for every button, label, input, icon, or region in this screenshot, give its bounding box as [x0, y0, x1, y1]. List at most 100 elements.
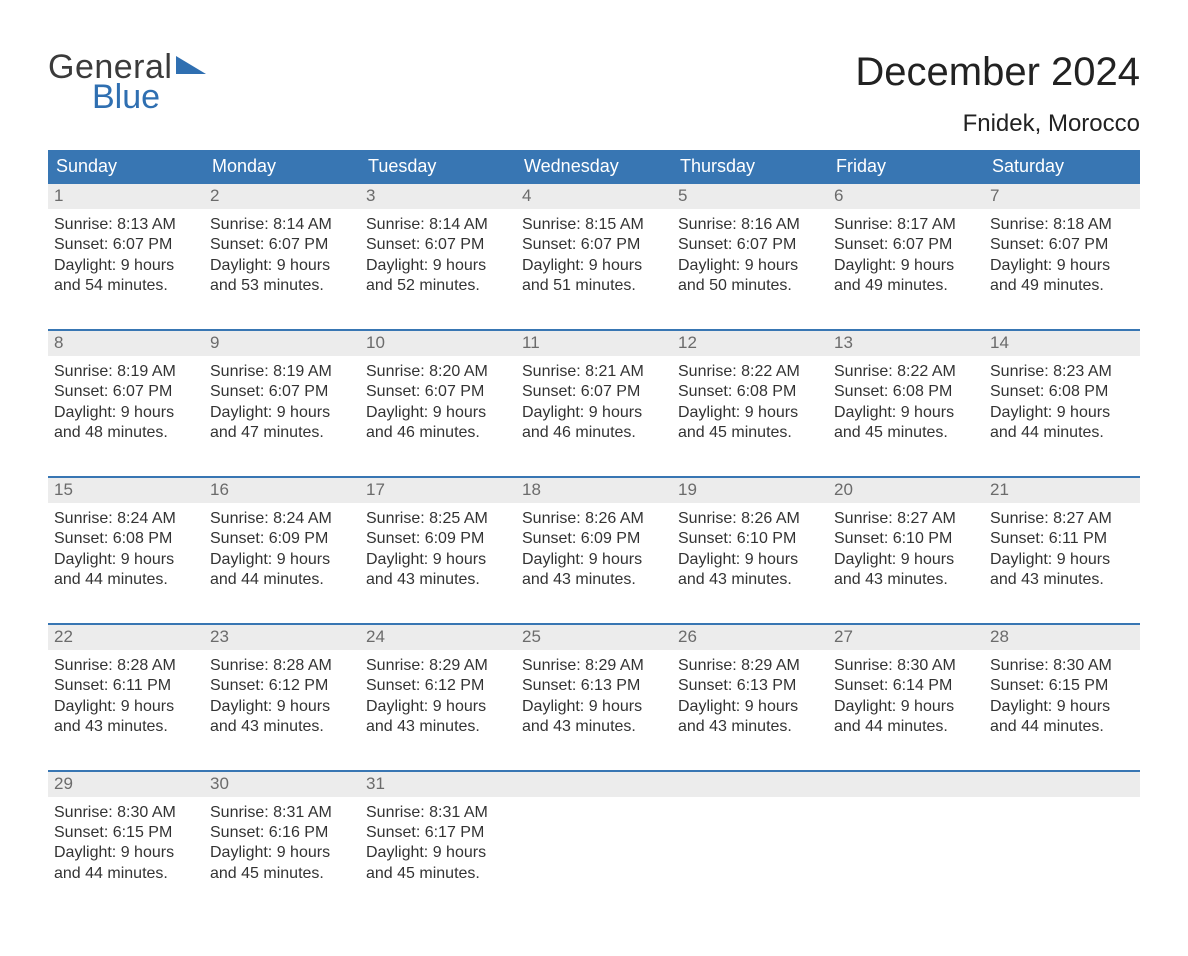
sunrise-line: Sunrise: 8:26 AM	[522, 509, 666, 529]
day-cell: 14Sunrise: 8:23 AMSunset: 6:08 PMDayligh…	[984, 331, 1140, 448]
daylight-line: Daylight: 9 hours and 43 minutes.	[678, 550, 822, 591]
sunrise-line: Sunrise: 8:30 AM	[990, 656, 1134, 676]
sunset-line: Sunset: 6:13 PM	[678, 676, 822, 696]
day-cell: 2Sunrise: 8:14 AMSunset: 6:07 PMDaylight…	[204, 184, 360, 301]
day-body: Sunrise: 8:26 AMSunset: 6:10 PMDaylight:…	[672, 503, 828, 595]
daylight-line: Daylight: 9 hours and 44 minutes.	[834, 697, 978, 738]
sunrise-line: Sunrise: 8:29 AM	[522, 656, 666, 676]
sunset-line: Sunset: 6:07 PM	[210, 235, 354, 255]
month-title: December 2024	[855, 50, 1140, 94]
day-number: 22	[48, 625, 204, 650]
brand-logo: General Blue	[48, 50, 206, 114]
sunrise-line: Sunrise: 8:22 AM	[678, 362, 822, 382]
sunrise-line: Sunrise: 8:21 AM	[522, 362, 666, 382]
day-cell: 19Sunrise: 8:26 AMSunset: 6:10 PMDayligh…	[672, 478, 828, 595]
daylight-line: Daylight: 9 hours and 43 minutes.	[522, 550, 666, 591]
daylight-line: Daylight: 9 hours and 51 minutes.	[522, 256, 666, 297]
daylight-line: Daylight: 9 hours and 44 minutes.	[990, 403, 1134, 444]
header: General Blue December 2024 Fnidek, Moroc…	[48, 50, 1140, 138]
day-number: 23	[204, 625, 360, 650]
location: Fnidek, Morocco	[855, 110, 1140, 138]
day-number: 13	[828, 331, 984, 356]
day-cell: 15Sunrise: 8:24 AMSunset: 6:08 PMDayligh…	[48, 478, 204, 595]
day-body: Sunrise: 8:30 AMSunset: 6:15 PMDaylight:…	[48, 797, 204, 889]
day-cell: 27Sunrise: 8:30 AMSunset: 6:14 PMDayligh…	[828, 625, 984, 742]
sunset-line: Sunset: 6:10 PM	[834, 529, 978, 549]
daylight-line: Daylight: 9 hours and 52 minutes.	[366, 256, 510, 297]
day-cell: 9Sunrise: 8:19 AMSunset: 6:07 PMDaylight…	[204, 331, 360, 448]
sunrise-line: Sunrise: 8:30 AM	[54, 803, 198, 823]
sunset-line: Sunset: 6:07 PM	[366, 235, 510, 255]
day-cell: 12Sunrise: 8:22 AMSunset: 6:08 PMDayligh…	[672, 331, 828, 448]
daylight-line: Daylight: 9 hours and 43 minutes.	[366, 550, 510, 591]
daylight-line: Daylight: 9 hours and 45 minutes.	[366, 843, 510, 884]
day-number: 2	[204, 184, 360, 209]
day-cell: 4Sunrise: 8:15 AMSunset: 6:07 PMDaylight…	[516, 184, 672, 301]
sunrise-line: Sunrise: 8:17 AM	[834, 215, 978, 235]
daylight-line: Daylight: 9 hours and 43 minutes.	[834, 550, 978, 591]
day-body: Sunrise: 8:28 AMSunset: 6:11 PMDaylight:…	[48, 650, 204, 742]
daylight-line: Daylight: 9 hours and 45 minutes.	[210, 843, 354, 884]
sunrise-line: Sunrise: 8:16 AM	[678, 215, 822, 235]
sunset-line: Sunset: 6:07 PM	[54, 382, 198, 402]
day-cell: 13Sunrise: 8:22 AMSunset: 6:08 PMDayligh…	[828, 331, 984, 448]
sunrise-line: Sunrise: 8:31 AM	[366, 803, 510, 823]
sunset-line: Sunset: 6:09 PM	[366, 529, 510, 549]
daylight-line: Daylight: 9 hours and 43 minutes.	[990, 550, 1134, 591]
daylight-line: Daylight: 9 hours and 43 minutes.	[210, 697, 354, 738]
day-cell: 23Sunrise: 8:28 AMSunset: 6:12 PMDayligh…	[204, 625, 360, 742]
weekday-header-cell: Saturday	[984, 150, 1140, 184]
sunrise-line: Sunrise: 8:30 AM	[834, 656, 978, 676]
day-cell: 7Sunrise: 8:18 AMSunset: 6:07 PMDaylight…	[984, 184, 1140, 301]
day-body: Sunrise: 8:26 AMSunset: 6:09 PMDaylight:…	[516, 503, 672, 595]
day-body: Sunrise: 8:27 AMSunset: 6:11 PMDaylight:…	[984, 503, 1140, 595]
weekday-header-cell: Monday	[204, 150, 360, 184]
day-body: Sunrise: 8:23 AMSunset: 6:08 PMDaylight:…	[984, 356, 1140, 448]
sunset-line: Sunset: 6:10 PM	[678, 529, 822, 549]
sunrise-line: Sunrise: 8:28 AM	[54, 656, 198, 676]
sunset-line: Sunset: 6:07 PM	[54, 235, 198, 255]
day-cell: 17Sunrise: 8:25 AMSunset: 6:09 PMDayligh…	[360, 478, 516, 595]
sunrise-line: Sunrise: 8:29 AM	[678, 656, 822, 676]
day-number	[516, 772, 672, 797]
day-cell: 29Sunrise: 8:30 AMSunset: 6:15 PMDayligh…	[48, 772, 204, 889]
day-cell	[516, 772, 672, 889]
daylight-line: Daylight: 9 hours and 47 minutes.	[210, 403, 354, 444]
day-body: Sunrise: 8:22 AMSunset: 6:08 PMDaylight:…	[672, 356, 828, 448]
sunrise-line: Sunrise: 8:27 AM	[990, 509, 1134, 529]
sunset-line: Sunset: 6:11 PM	[54, 676, 198, 696]
sunset-line: Sunset: 6:16 PM	[210, 823, 354, 843]
day-cell	[672, 772, 828, 889]
day-body: Sunrise: 8:29 AMSunset: 6:13 PMDaylight:…	[672, 650, 828, 742]
sunrise-line: Sunrise: 8:28 AM	[210, 656, 354, 676]
day-number: 30	[204, 772, 360, 797]
day-cell: 31Sunrise: 8:31 AMSunset: 6:17 PMDayligh…	[360, 772, 516, 889]
weekday-header-cell: Sunday	[48, 150, 204, 184]
weekday-header-cell: Wednesday	[516, 150, 672, 184]
sunrise-line: Sunrise: 8:31 AM	[210, 803, 354, 823]
sunset-line: Sunset: 6:12 PM	[366, 676, 510, 696]
sunset-line: Sunset: 6:08 PM	[834, 382, 978, 402]
week-row: 22Sunrise: 8:28 AMSunset: 6:11 PMDayligh…	[48, 623, 1140, 742]
day-number: 28	[984, 625, 1140, 650]
day-cell: 30 Sunrise: 8:31 AMSunset: 6:16 PMDayligh…	[204, 772, 360, 889]
day-number: 1	[48, 184, 204, 209]
day-body: Sunrise: 8:20 AMSunset: 6:07 PMDaylight:…	[360, 356, 516, 448]
week-row: 15Sunrise: 8:24 AMSunset: 6:08 PMDayligh…	[48, 476, 1140, 595]
sunrise-line: Sunrise: 8:23 AM	[990, 362, 1134, 382]
day-cell: 3Sunrise: 8:14 AMSunset: 6:07 PMDaylight…	[360, 184, 516, 301]
day-cell: 8Sunrise: 8:19 AMSunset: 6:07 PMDaylight…	[48, 331, 204, 448]
day-cell: 18Sunrise: 8:26 AMSunset: 6:09 PMDayligh…	[516, 478, 672, 595]
day-cell: 24Sunrise: 8:29 AMSunset: 6:12 PMDayligh…	[360, 625, 516, 742]
sunrise-line: Sunrise: 8:20 AM	[366, 362, 510, 382]
day-number: 24	[360, 625, 516, 650]
day-cell: 16Sunrise: 8:24 AMSunset: 6:09 PMDayligh…	[204, 478, 360, 595]
daylight-line: Daylight: 9 hours and 45 minutes.	[678, 403, 822, 444]
sunset-line: Sunset: 6:09 PM	[522, 529, 666, 549]
brand-word2: Blue	[92, 80, 206, 114]
sunrise-line: Sunrise: 8:24 AM	[54, 509, 198, 529]
weekday-header-cell: Friday	[828, 150, 984, 184]
sunset-line: Sunset: 6:08 PM	[678, 382, 822, 402]
day-body: Sunrise: 8:17 AMSunset: 6:07 PMDaylight:…	[828, 209, 984, 301]
weekday-header-row: SundayMondayTuesdayWednesdayThursdayFrid…	[48, 150, 1140, 184]
